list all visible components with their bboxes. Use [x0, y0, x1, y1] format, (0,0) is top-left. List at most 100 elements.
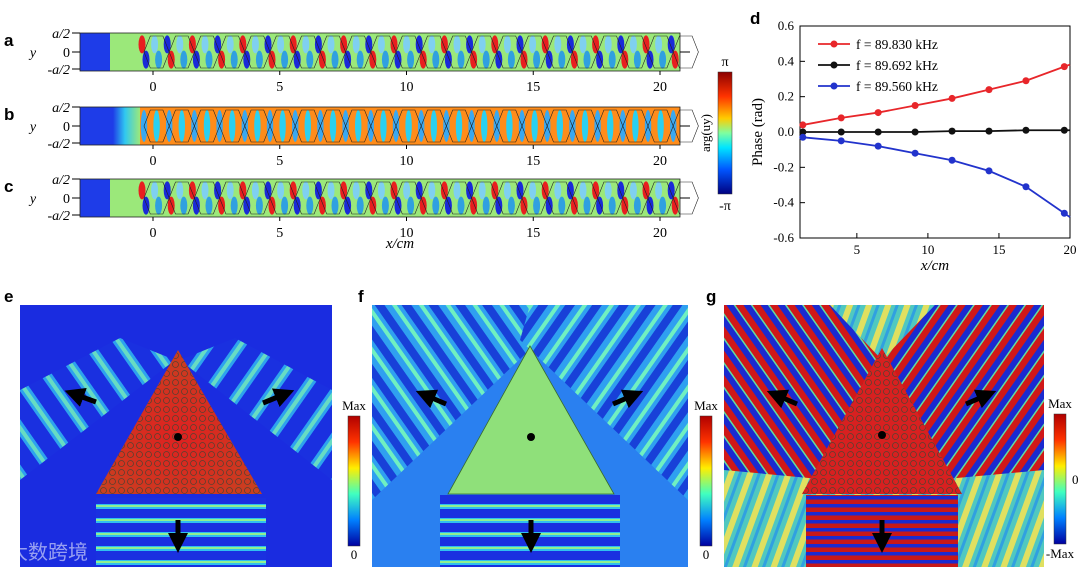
colorbar-g-mid: 0: [1072, 472, 1079, 487]
arrow-e-right: [262, 388, 295, 408]
strip-b-y-tick-label: -a/2: [47, 137, 70, 152]
strip-b-x-tick-label: 15: [526, 154, 540, 169]
strip-c-cell: [381, 196, 389, 215]
strip-c-cell: [533, 196, 541, 215]
strip-a-cell: [289, 35, 297, 54]
strip-c-cell: [255, 196, 263, 215]
series-point-2: [1022, 183, 1030, 191]
strip-a-cell: [277, 35, 285, 54]
strip-a-cell: [327, 35, 335, 54]
strip-a-cell: [440, 35, 448, 54]
strip-c-cell: [180, 196, 188, 215]
strip-a-cell: [205, 50, 213, 69]
strip-a-cell: [478, 35, 486, 54]
series-point-2: [985, 167, 993, 175]
strip-c-cell: [629, 181, 637, 200]
strip-b-cell: [279, 110, 286, 142]
x-axis-label: x/cm: [920, 258, 949, 274]
y-tick-label: 0.6: [778, 18, 795, 33]
strip-a-cell: [470, 50, 478, 69]
strip-a-cell: [415, 35, 423, 54]
panel-label-e: e: [4, 287, 13, 306]
strip-c-cell: [440, 181, 448, 200]
colorbar-g-bottom: -Max: [1046, 546, 1075, 561]
strip-a-cell: [356, 50, 364, 69]
strip-a-cell: [671, 50, 679, 69]
strip-a-cell: [381, 50, 389, 69]
y-tick-label: -0.2: [773, 159, 794, 174]
strip-a-cell: [192, 50, 200, 69]
strip-c-cell: [289, 181, 297, 200]
strip-c-x-tick-label: 5: [276, 226, 283, 241]
strip-c-cell: [495, 196, 503, 215]
arrow-g-right: [965, 389, 997, 409]
x-tick-label: 20: [1064, 242, 1077, 257]
strip-c-cell: [163, 181, 171, 200]
strip-a-cell: [331, 50, 339, 69]
strip-b-cell: [254, 110, 261, 142]
strip-c-cell: [558, 196, 566, 215]
strip-c-y-tick-label: a/2: [52, 173, 70, 188]
strip-b-y-tick-label: a/2: [52, 101, 70, 116]
strip-c-cell: [520, 196, 528, 215]
x-tick-label: 15: [992, 242, 1005, 257]
strip-c-cell: [478, 181, 486, 200]
strip-c-cell: [230, 196, 238, 215]
strip-a-cell: [201, 35, 209, 54]
strip-a-cell: [617, 35, 625, 54]
strip-a-cell: [558, 50, 566, 69]
source-dot-f: [527, 433, 535, 441]
strip-c-cell: [205, 196, 213, 215]
strip-a: y a/2 0 -a/2 0 5 10 15 20: [28, 27, 699, 95]
strip-c-cell: [340, 181, 348, 200]
strip-c-cell: [306, 196, 314, 215]
strip-a-cell: [520, 50, 528, 69]
series-point-0: [911, 102, 919, 109]
series-point-1: [874, 128, 882, 136]
strip-a-cell: [419, 50, 427, 69]
strip-b-cell: [531, 110, 538, 142]
series-point-0: [874, 109, 882, 117]
phase-colorbar-top-label: π: [721, 55, 728, 70]
y-axis-label: Phase (rad): [750, 98, 766, 166]
strip-a-cell: [264, 35, 272, 54]
series-point-2: [948, 156, 956, 164]
strip-a-cell: [377, 35, 385, 54]
strip-b-x-tick-label: 5: [276, 154, 283, 169]
strip-c-cell: [566, 181, 574, 200]
strip-c-cell: [390, 181, 398, 200]
strip-c-cell: [617, 181, 625, 200]
strip-c-cell: [239, 181, 247, 200]
strip-a-cell: [251, 35, 259, 54]
strip-a-cell: [142, 50, 150, 69]
strip-a-cell: [642, 35, 650, 54]
strip-a-cell: [365, 35, 373, 54]
x-tick-label: 10: [921, 242, 934, 257]
strip-a-cell: [403, 35, 411, 54]
strip-c-cell: [466, 181, 474, 200]
strip-a-cell: [633, 50, 641, 69]
panel-f-field-map: [372, 305, 688, 567]
strip-c-cell: [142, 196, 150, 215]
strip-a-cell: [302, 35, 310, 54]
strip-a-cell: [268, 50, 276, 69]
strip-b-cell: [657, 110, 664, 142]
strip-a-cell: [163, 35, 171, 54]
strips-x-axis-label: x/cm: [385, 236, 414, 252]
strip-a-cell: [188, 35, 196, 54]
strip-c-cell: [583, 196, 591, 215]
strip-a-cell: [566, 35, 574, 54]
strip-c-cell: [226, 181, 234, 200]
strip-a-cell: [226, 35, 234, 54]
strip-c-cell: [302, 181, 310, 200]
strip-b-lattice: [143, 109, 699, 143]
strip-c-cell: [453, 181, 461, 200]
colorbar-e: [347, 415, 361, 547]
strip-b-cell: [607, 110, 614, 142]
triangle-f: [447, 345, 615, 495]
strip-c-cell: [667, 181, 675, 200]
strip-a-cell: [503, 35, 511, 54]
strip-a-x-tick-label: 20: [653, 80, 667, 95]
strip-a-cell: [214, 35, 222, 54]
